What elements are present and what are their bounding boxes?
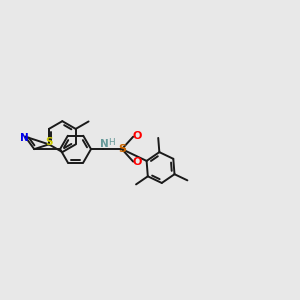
Text: S: S <box>45 137 53 147</box>
Text: S: S <box>118 144 126 154</box>
Text: O: O <box>132 131 142 141</box>
Text: O: O <box>132 157 142 167</box>
Text: N: N <box>100 140 109 149</box>
Text: N: N <box>20 133 28 143</box>
Text: H: H <box>109 138 115 147</box>
